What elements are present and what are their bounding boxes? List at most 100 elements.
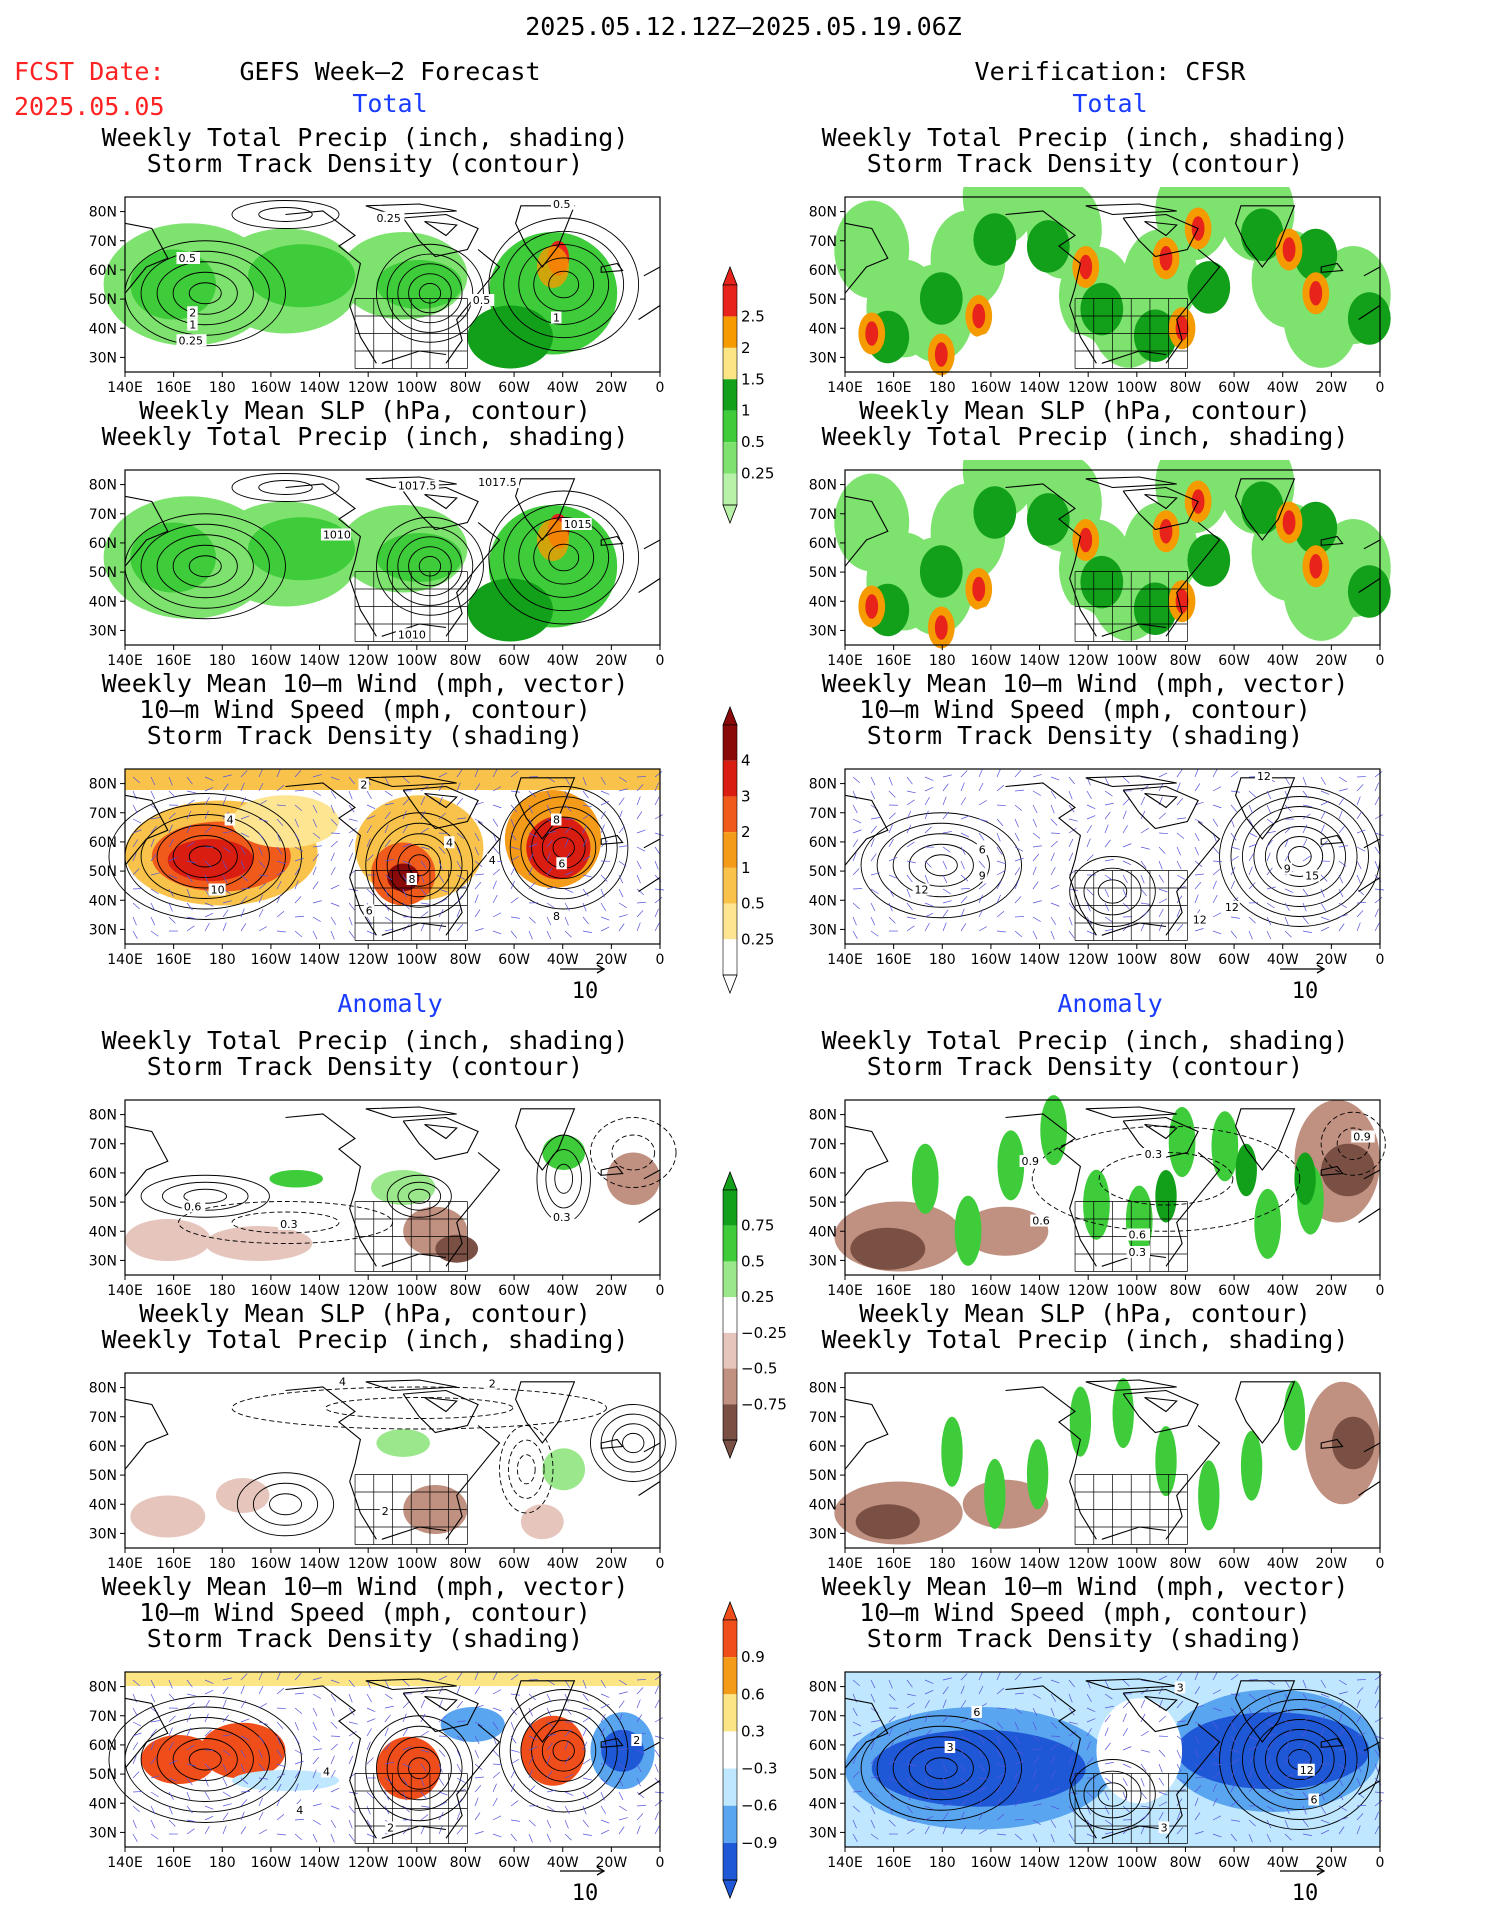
svg-text:2: 2 xyxy=(387,1822,394,1835)
svg-text:60W: 60W xyxy=(498,1855,530,1871)
svg-text:60W: 60W xyxy=(1218,380,1250,396)
svg-text:4: 4 xyxy=(296,1804,303,1817)
svg-text:0.6: 0.6 xyxy=(184,1201,202,1214)
svg-text:0: 0 xyxy=(656,1556,665,1572)
svg-text:140E: 140E xyxy=(827,653,863,669)
colorbar-label: 0.5 xyxy=(741,433,765,451)
svg-text:70N: 70N xyxy=(809,1410,837,1426)
svg-text:120W: 120W xyxy=(348,1556,389,1572)
svg-text:0.3: 0.3 xyxy=(1145,1148,1163,1161)
svg-text:60W: 60W xyxy=(498,380,530,396)
svg-text:50N: 50N xyxy=(89,1468,117,1484)
svg-text:2: 2 xyxy=(382,1505,389,1518)
svg-text:160E: 160E xyxy=(876,1855,912,1871)
svg-text:120W: 120W xyxy=(348,380,389,396)
svg-text:80N: 80N xyxy=(89,205,117,221)
cfsr-anom-wind-storm-title-1: Weekly Mean 10–m Wind (mph, vector) xyxy=(821,1572,1349,1601)
svg-text:40N: 40N xyxy=(809,893,837,909)
svg-text:140E: 140E xyxy=(827,1855,863,1871)
svg-text:40N: 40N xyxy=(89,1224,117,1240)
fcst-anom-wind-storm-title-3: Storm Track Density (shading) xyxy=(146,1624,584,1653)
svg-text:1017.5: 1017.5 xyxy=(478,476,516,489)
svg-text:80N: 80N xyxy=(809,478,837,494)
svg-text:20W: 20W xyxy=(596,653,628,669)
svg-text:50N: 50N xyxy=(89,1195,117,1211)
svg-text:10: 10 xyxy=(211,884,225,897)
svg-text:6: 6 xyxy=(558,857,565,870)
cfsr-total-slp-precip-map: 80N 70N 60N 50N 40N 30N 140E 160E 180 160W 140W 120… xyxy=(809,460,1391,669)
section-total-right: Total xyxy=(1072,89,1148,118)
svg-text:50N: 50N xyxy=(89,1767,117,1783)
svg-text:30N: 30N xyxy=(809,623,837,639)
svg-text:120W: 120W xyxy=(1068,1855,1109,1871)
svg-text:60N: 60N xyxy=(89,835,117,851)
svg-text:180: 180 xyxy=(929,952,956,968)
svg-text:140E: 140E xyxy=(107,1283,143,1299)
right-title: Verification: CFSR xyxy=(974,57,1246,86)
svg-text:70N: 70N xyxy=(89,234,117,250)
svg-text:0: 0 xyxy=(656,1283,665,1299)
colorbar-label: −0.25 xyxy=(741,1324,787,1342)
svg-text:180: 180 xyxy=(209,1855,236,1871)
svg-text:3: 3 xyxy=(947,1741,954,1754)
svg-text:80N: 80N xyxy=(809,205,837,221)
svg-text:40W: 40W xyxy=(547,653,579,669)
svg-text:40N: 40N xyxy=(809,1796,837,1812)
svg-text:50N: 50N xyxy=(809,565,837,581)
svg-text:60N: 60N xyxy=(809,1166,837,1182)
svg-text:140W: 140W xyxy=(299,1556,340,1572)
cfsr-anom-slp-precip-title-1: Weekly Mean SLP (hPa, contour) xyxy=(859,1299,1311,1328)
svg-text:140E: 140E xyxy=(107,653,143,669)
svg-text:80W: 80W xyxy=(1170,1855,1202,1871)
svg-text:20W: 20W xyxy=(1316,952,1348,968)
svg-text:40W: 40W xyxy=(1267,1556,1299,1572)
svg-text:0.5: 0.5 xyxy=(179,252,197,265)
svg-text:20W: 20W xyxy=(1316,653,1348,669)
svg-text:80W: 80W xyxy=(1170,1556,1202,1572)
cfsr-total-precip-storm-map: 80N 70N 60N 50N 40N 30N 140E 160E 180 160W 140W 120… xyxy=(809,187,1391,396)
svg-text:60N: 60N xyxy=(809,536,837,552)
colorbar-label: 2 xyxy=(741,339,751,357)
svg-text:100W: 100W xyxy=(397,1556,438,1572)
svg-text:140W: 140W xyxy=(299,1855,340,1871)
svg-text:160E: 160E xyxy=(156,1855,192,1871)
colorbar-label: 1 xyxy=(741,402,751,420)
svg-text:120W: 120W xyxy=(1068,653,1109,669)
svg-text:80N: 80N xyxy=(809,1381,837,1397)
svg-text:70N: 70N xyxy=(89,806,117,822)
svg-text:120W: 120W xyxy=(1068,1283,1109,1299)
svg-text:60N: 60N xyxy=(89,1166,117,1182)
svg-text:1: 1 xyxy=(553,312,560,325)
colorbar-label: 0.25 xyxy=(741,465,774,483)
svg-text:50N: 50N xyxy=(809,1468,837,1484)
fcst-total-precip-storm-map: 0.50.250.5210.250.5180N70N60N50N40N30N14… xyxy=(89,196,664,396)
svg-text:70N: 70N xyxy=(809,507,837,523)
svg-text:30N: 30N xyxy=(809,1825,837,1841)
cfsr-anom-precip-storm-map: 0.9 0.3 0.6 0.3 0.6 0.9 80N 70N 60N 50N 40N 30N 140E… xyxy=(809,1095,1386,1299)
svg-text:2: 2 xyxy=(189,306,196,319)
svg-text:160W: 160W xyxy=(251,1855,292,1871)
svg-text:160W: 160W xyxy=(971,1855,1012,1871)
svg-text:140W: 140W xyxy=(299,380,340,396)
vector-ref-2: 10 xyxy=(1275,960,1335,1004)
svg-text:0: 0 xyxy=(656,952,665,968)
svg-text:120W: 120W xyxy=(348,1855,389,1871)
svg-text:140W: 140W xyxy=(299,653,340,669)
svg-text:80N: 80N xyxy=(89,1108,117,1124)
svg-text:160W: 160W xyxy=(971,952,1012,968)
colorbar-label: −0.3 xyxy=(741,1760,777,1778)
svg-text:3: 3 xyxy=(1161,1822,1168,1835)
svg-text:20W: 20W xyxy=(1316,380,1348,396)
svg-text:70N: 70N xyxy=(89,1709,117,1725)
svg-text:140W: 140W xyxy=(299,1283,340,1299)
svg-text:60N: 60N xyxy=(809,263,837,279)
svg-text:1010: 1010 xyxy=(323,529,351,542)
cfsr-total-wind-storm-title-3: Storm Track Density (shading) xyxy=(866,721,1304,750)
svg-text:80W: 80W xyxy=(1170,1283,1202,1299)
svg-text:180: 180 xyxy=(209,1283,236,1299)
svg-text:1017.5: 1017.5 xyxy=(398,480,437,493)
cfsr-total-wind-storm-title-1: Weekly Mean 10–m Wind (mph, vector) xyxy=(821,669,1349,698)
svg-text:60W: 60W xyxy=(1218,1556,1250,1572)
svg-text:50N: 50N xyxy=(809,1195,837,1211)
svg-text:160W: 160W xyxy=(251,380,292,396)
